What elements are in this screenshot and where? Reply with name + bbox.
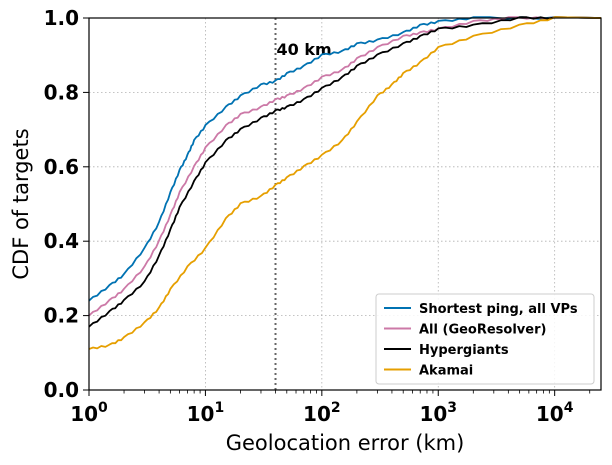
x-tick-label: 104 [536, 400, 574, 426]
legend-label: All (GeoResolver) [419, 323, 546, 338]
legend-label: Shortest ping, all VPs [419, 302, 578, 317]
annotation-group: 40 km [274, 18, 332, 390]
y-axis-label: CDF of targets [9, 128, 33, 279]
legend-label: Hypergiants [419, 343, 509, 358]
y-tick-label: 1.0 [44, 6, 79, 30]
x-axis-label: Geolocation error (km) [226, 431, 465, 455]
x-tick-label: 101 [187, 400, 225, 426]
grid [89, 18, 601, 390]
y-tick-label: 0.4 [44, 229, 79, 253]
legend: Shortest ping, all VPs All (GeoResolver) H… [375, 293, 595, 385]
annotation-label: 40 km [277, 40, 332, 59]
series-line [88, 16, 602, 317]
legend-box [375, 293, 595, 385]
y-tick-label: 0.2 [44, 304, 79, 328]
legend-label: Akamai [419, 364, 473, 379]
y-tick-label: 0.6 [44, 155, 79, 179]
series-lines [88, 16, 602, 350]
x-axis-ticks: 100 101 102 103 104 [70, 390, 591, 426]
y-axis-ticks: 0.0 0.2 0.4 0.6 0.8 1.0 [44, 6, 89, 402]
x-tick-label: 102 [303, 400, 341, 426]
y-tick-label: 0.0 [44, 378, 79, 402]
x-tick-label: 100 [70, 400, 108, 426]
series-line [88, 16, 602, 302]
series-line [88, 16, 602, 328]
x-tick-label: 103 [419, 400, 457, 426]
plot-frame [88, 17, 602, 391]
y-tick-label: 0.8 [44, 80, 79, 104]
series-line [88, 16, 602, 350]
